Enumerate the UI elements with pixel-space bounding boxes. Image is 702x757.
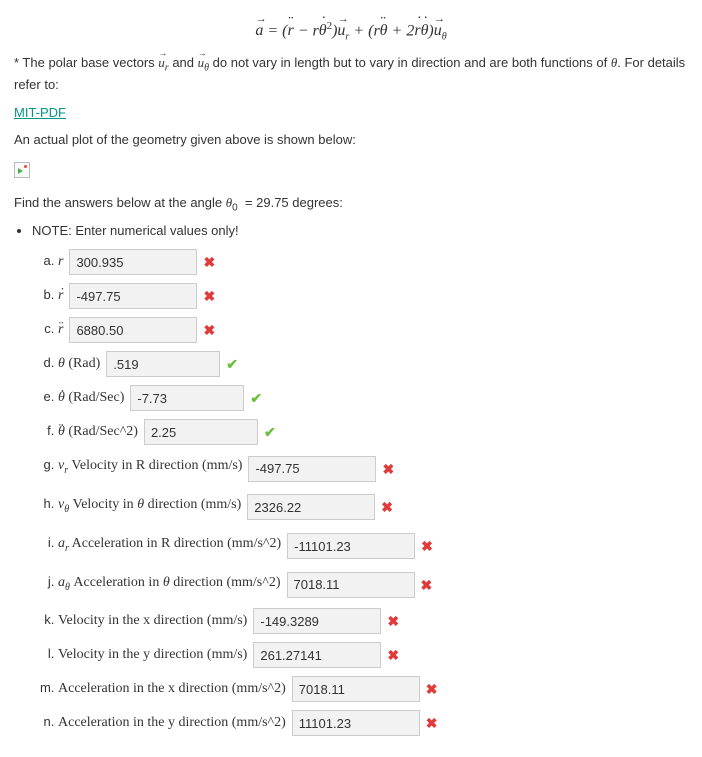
cross-icon: ✖	[421, 533, 433, 559]
intro-paragraph-2: An actual plot of the geometry given abo…	[14, 130, 688, 150]
answer-input[interactable]	[69, 249, 197, 275]
question-item: aθ Acceleration in θ direction (mm/s^2) ✖	[58, 569, 688, 601]
acceleration-formula: a = (r − rθ2)ur + (rθ + 2rθ)uθ	[14, 20, 688, 43]
question-item: Velocity in the y direction (mm/s) ✖	[58, 641, 688, 668]
question-item: Velocity in the x direction (mm/s) ✖	[58, 607, 688, 634]
answer-input[interactable]	[253, 608, 381, 634]
question-label: Acceleration in the y direction (mm/s^2)	[58, 710, 286, 736]
cross-icon: ✖	[426, 710, 438, 736]
question-item: r✖	[58, 316, 688, 343]
question-list: r✖r✖r✖θ (Rad)✔θ (Rad/Sec)✔θ (Rad/Sec^2)✔…	[14, 248, 688, 736]
question-label: r	[58, 283, 63, 309]
answer-input[interactable]	[253, 642, 381, 668]
answer-input[interactable]	[144, 419, 258, 445]
cross-icon: ✖	[382, 456, 394, 482]
question-label: Velocity in the x direction (mm/s)	[58, 608, 247, 634]
answer-input[interactable]	[287, 572, 415, 598]
question-label: θ (Rad)	[58, 351, 100, 377]
cross-icon: ✖	[421, 572, 433, 598]
cross-icon: ✖	[203, 283, 215, 309]
cross-icon: ✖	[203, 249, 215, 275]
question-label: θ (Rad/Sec)	[58, 385, 124, 411]
question-label: θ (Rad/Sec^2)	[58, 419, 138, 445]
cross-icon: ✖	[387, 608, 399, 634]
question-label: aθ Acceleration in θ direction (mm/s^2)	[58, 570, 281, 601]
check-icon: ✔	[264, 419, 276, 445]
answer-input[interactable]	[69, 283, 197, 309]
question-label: r	[58, 317, 63, 343]
note-list: NOTE: Enter numerical values only!	[32, 223, 688, 238]
page-container: a = (r − rθ2)ur + (rθ + 2rθ)uθ * The pol…	[0, 0, 702, 757]
answer-input[interactable]	[247, 494, 375, 520]
check-icon: ✔	[250, 385, 262, 411]
question-item: Acceleration in the x direction (mm/s^2)…	[58, 675, 688, 702]
mit-pdf-link[interactable]: MIT-PDF	[14, 105, 66, 120]
question-item: ar Acceleration in R direction (mm/s^2) ✖	[58, 530, 688, 562]
cross-icon: ✖	[387, 642, 399, 668]
cross-icon: ✖	[426, 676, 438, 702]
answer-input[interactable]	[69, 317, 197, 343]
question-label: vr Velocity in R direction (mm/s)	[58, 453, 242, 484]
question-item: θ (Rad) ✔	[58, 350, 688, 377]
question-label: ar Acceleration in R direction (mm/s^2)	[58, 531, 281, 562]
geometry-plot-broken-icon	[14, 162, 30, 178]
note-item: NOTE: Enter numerical values only!	[32, 223, 688, 238]
answer-input[interactable]	[292, 710, 420, 736]
question-label: Acceleration in the x direction (mm/s^2)	[58, 676, 286, 702]
question-label: Velocity in the y direction (mm/s)	[58, 642, 247, 668]
cross-icon: ✖	[203, 317, 215, 343]
answer-input[interactable]	[248, 456, 376, 482]
answer-input[interactable]	[130, 385, 244, 411]
question-item: θ (Rad/Sec) ✔	[58, 384, 688, 411]
intro-paragraph-1: * The polar base vectors ur and uθ do no…	[14, 53, 688, 95]
question-item: Acceleration in the y direction (mm/s^2)…	[58, 709, 688, 736]
cross-icon: ✖	[381, 494, 393, 520]
question-label: r	[58, 249, 63, 275]
question-item: r✖	[58, 282, 688, 309]
answer-input[interactable]	[292, 676, 420, 702]
question-item: vθ Velocity in θ direction (mm/s) ✖	[58, 491, 688, 523]
question-item: vr Velocity in R direction (mm/s) ✖	[58, 452, 688, 484]
question-label: vθ Velocity in θ direction (mm/s)	[58, 492, 241, 523]
answer-input[interactable]	[287, 533, 415, 559]
answer-input[interactable]	[106, 351, 220, 377]
question-item: θ (Rad/Sec^2) ✔	[58, 418, 688, 445]
question-item: r✖	[58, 248, 688, 275]
check-icon: ✔	[226, 351, 238, 377]
find-prompt: Find the answers below at the angle θ0 =…	[14, 193, 688, 216]
